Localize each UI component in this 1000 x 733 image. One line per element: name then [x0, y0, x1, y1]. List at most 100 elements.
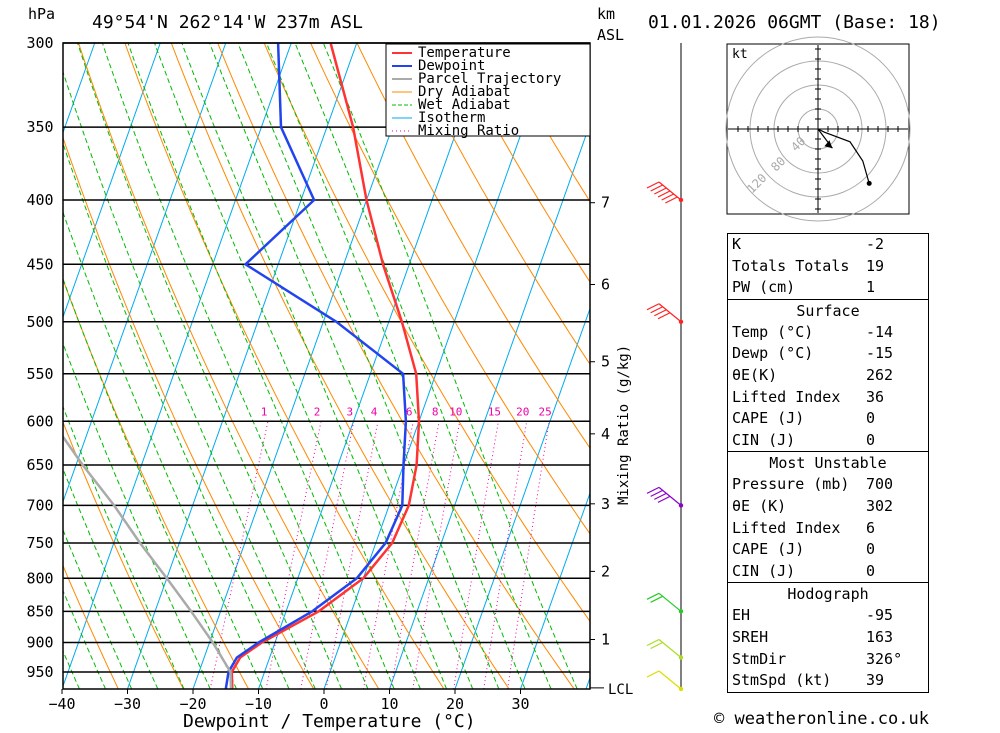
pressure-tick-label: 750 [26, 534, 53, 552]
temp-tick-label: −20 [179, 695, 206, 713]
wind-barb-flag [654, 492, 667, 500]
mixing-ratio-line [453, 421, 499, 689]
dry-adiabat-line [310, 43, 590, 535]
asl-label: ASL [597, 26, 624, 44]
mixing-ratio-label: 4 [371, 405, 378, 418]
isotherm-line [454, 307, 590, 689]
temp-tick-label: 20 [446, 695, 464, 713]
mixing-ratio-line [363, 421, 414, 689]
wind-barb-staff [658, 670, 682, 690]
hodograph-unit: kt [732, 47, 748, 62]
mu-cape-row: CAPE (J) 0 [732, 540, 876, 559]
wet-adiabat-line [63, 467, 159, 689]
mixing-ratio-line [390, 421, 440, 689]
mixing-ratio-label: 20 [516, 405, 529, 418]
mixing-ratio-label: 2 [314, 405, 321, 418]
datetime-title: 01.01.2026 06GMT (Base: 18) [648, 12, 941, 33]
temp-tick-label: −30 [114, 695, 141, 713]
dry-adiabat-line [402, 43, 590, 366]
wet-adiabat-line [154, 43, 421, 689]
temp-tick-label: 30 [511, 695, 529, 713]
pressure-tick-label: 500 [26, 313, 53, 331]
k-index-row: K -2 [732, 235, 885, 253]
km-tick-label: 5 [601, 353, 610, 371]
pressure-tick-label: 600 [26, 412, 53, 430]
dry-adiabat-line [263, 43, 590, 623]
temp-tick-label: −40 [48, 695, 75, 713]
km-tick-label: 4 [601, 425, 610, 443]
wind-barb-flag [650, 489, 663, 497]
km-tick-label: 3 [601, 495, 610, 513]
wet-adiabat-line [127, 43, 395, 689]
km-tick-label: 1 [601, 630, 610, 648]
wind-barb-flag [657, 190, 671, 198]
mixing-ratio-line [209, 421, 269, 689]
wind-barb-flag [646, 303, 660, 311]
wind-barb-flag [646, 486, 660, 494]
wind-barb [646, 592, 684, 614]
mixing-ratio-line [483, 421, 528, 689]
mixing-ratio-line [265, 421, 322, 689]
isotherm-line [389, 122, 590, 689]
pw-row: PW (cm) 1 [732, 278, 876, 297]
isotherm-line [0, 43, 29, 689]
wet-adiabat-line [322, 43, 578, 689]
isotherm-line [127, 43, 358, 689]
mu-cin-row: CIN (J) 0 [732, 561, 876, 580]
dry-adiabat-line [217, 43, 575, 689]
hodograph-trace [817, 128, 870, 184]
wind-barb [646, 670, 684, 692]
most-unstable-title: Most Unstable [728, 451, 928, 474]
footer-credit[interactable]: © weatheronline.co.uk [714, 709, 929, 729]
wind-barb-flag [654, 309, 667, 317]
isotherm-line [258, 43, 489, 689]
wet-adiabat-line [63, 277, 237, 689]
mu-li-row: Lifted Index 6 [732, 518, 876, 537]
pressure-tick-label: 900 [26, 634, 53, 652]
storm-motion-arrowhead [824, 140, 833, 149]
mixing-ratio-label: 10 [449, 405, 462, 418]
totals-totals-row: Totals Totals 19 [732, 256, 885, 275]
location-title: 49°54'N 262°14'W 237m ASL [92, 12, 363, 33]
mixing-ratio-label: 25 [539, 405, 552, 418]
isotherm-line [63, 43, 292, 688]
x-axis-label: Dewpoint / Temperature (°C) [183, 711, 476, 732]
temp-tick-label: 0 [319, 695, 328, 713]
wet-adiabat-line [63, 70, 316, 689]
isotherm-line [63, 43, 227, 504]
wind-barb-flag [650, 641, 663, 650]
pressure-tick-label: 450 [26, 255, 53, 273]
wet-adiabat-line [63, 342, 211, 689]
mu-pressure-row: Pressure (mb) 700 [732, 475, 894, 494]
km-tick-label: 2 [601, 562, 610, 580]
wet-adiabat-line [63, 142, 290, 689]
wind-barb-flag [657, 495, 671, 503]
wind-barb-flag [646, 592, 660, 600]
dry-adiabat-line [170, 43, 510, 689]
wind-barb-flag [650, 595, 663, 603]
isotherm-line [323, 43, 554, 689]
wind-barb-flag [661, 193, 674, 201]
temp-tick-label: 10 [380, 695, 398, 713]
stmdir-row: StmDir 326° [732, 649, 903, 668]
surface-cape-row: CAPE (J) 0 [732, 409, 876, 428]
hodograph-end-dot [866, 180, 872, 186]
km-label: km [597, 5, 615, 23]
wind-barb-flag [665, 196, 678, 204]
wet-adiabat-line [63, 589, 106, 689]
wet-adiabat-line [77, 43, 343, 689]
pressure-tick-label: 350 [26, 118, 53, 136]
surface-temp-row: Temp (°C) -14 [732, 322, 894, 341]
km-tick-label: 7 [601, 194, 610, 212]
temperature-profile [230, 43, 421, 689]
pressure-tick-label: 700 [26, 496, 53, 514]
legend-wet-adiabat: Wet Adiabat [418, 97, 511, 113]
surface-title: Surface [728, 298, 928, 322]
wind-barb [646, 638, 684, 660]
legend: Temperature Dewpoint Parcel Trajectory D… [385, 43, 591, 139]
surface-dewp-row: Dewp (°C) -15 [732, 344, 894, 363]
legend-temperature: Temperature [418, 45, 511, 61]
dry-adiabat-line [63, 136, 315, 689]
pressure-tick-label: 650 [26, 456, 53, 474]
